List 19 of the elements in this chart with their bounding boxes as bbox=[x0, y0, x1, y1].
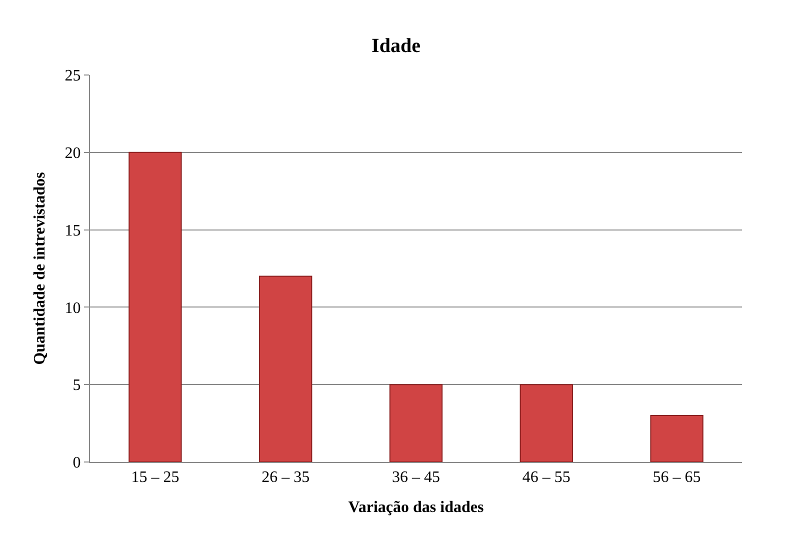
y-tick-label: 5 bbox=[72, 377, 81, 394]
x-tick-label: 56 – 65 bbox=[652, 469, 701, 486]
bar bbox=[520, 384, 573, 462]
y-tick-label: 25 bbox=[64, 68, 81, 85]
bar bbox=[259, 276, 312, 462]
y-tick-label: 10 bbox=[64, 300, 81, 317]
bar bbox=[128, 152, 182, 462]
y-tick-label: 20 bbox=[64, 145, 81, 162]
y-tick-label: 15 bbox=[64, 222, 81, 240]
bar bbox=[650, 415, 704, 462]
x-tick-label: 26 – 35 bbox=[262, 469, 310, 486]
chart-title: Idade bbox=[372, 34, 421, 57]
y-tick-label: 0 bbox=[72, 454, 81, 472]
bar bbox=[389, 384, 443, 462]
x-axis-title: Variação das idades bbox=[348, 498, 484, 516]
x-tick-label: 36 – 45 bbox=[392, 469, 440, 486]
x-tick-label: 15 – 25 bbox=[131, 469, 180, 486]
x-tick-label: 46 – 55 bbox=[522, 469, 570, 486]
y-axis-title: Quantidade de intrevistados bbox=[32, 172, 49, 365]
